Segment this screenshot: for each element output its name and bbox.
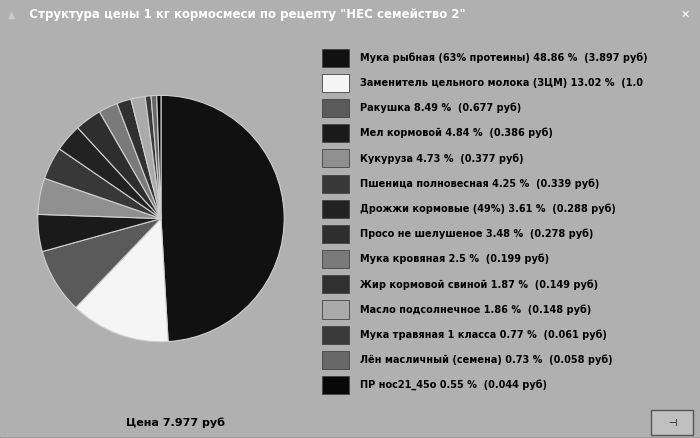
Bar <box>322 325 349 344</box>
Bar <box>322 275 349 293</box>
Text: Пшеница полновесная 4.25 %  (0.339 руб): Пшеница полновесная 4.25 % (0.339 руб) <box>360 178 599 189</box>
Bar <box>322 74 349 92</box>
Text: Мука травяная 1 класса 0.77 %  (0.061 руб): Мука травяная 1 класса 0.77 % (0.061 руб… <box>360 329 607 340</box>
Text: ПР нос21_45о 0.55 %  (0.044 руб): ПР нос21_45о 0.55 % (0.044 руб) <box>360 380 547 390</box>
Text: Масло подсолнечное 1.86 %  (0.148 руб): Масло подсолнечное 1.86 % (0.148 руб) <box>360 304 592 315</box>
Text: ⊣: ⊣ <box>668 418 676 427</box>
Text: Мел кормовой 4.84 %  (0.386 руб): Мел кормовой 4.84 % (0.386 руб) <box>360 128 553 138</box>
Text: Просо не шелушеное 3.48 %  (0.278 руб): Просо не шелушеное 3.48 % (0.278 руб) <box>360 229 594 239</box>
Wedge shape <box>157 95 161 219</box>
Wedge shape <box>38 178 161 219</box>
Wedge shape <box>131 96 161 219</box>
Bar <box>322 225 349 243</box>
Bar <box>322 376 349 394</box>
Wedge shape <box>161 95 284 342</box>
Bar <box>322 351 349 369</box>
Wedge shape <box>99 103 161 219</box>
Wedge shape <box>151 95 161 219</box>
Wedge shape <box>38 214 161 251</box>
Text: Лён масличный (семена) 0.73 %  (0.058 руб): Лён масличный (семена) 0.73 % (0.058 руб… <box>360 355 612 365</box>
Text: Мука кровяная 2.5 %  (0.199 руб): Мука кровяная 2.5 % (0.199 руб) <box>360 254 550 265</box>
Bar <box>651 410 693 435</box>
Text: ▲: ▲ <box>8 10 16 20</box>
Wedge shape <box>45 149 161 219</box>
Wedge shape <box>78 112 161 219</box>
Bar <box>322 200 349 218</box>
Wedge shape <box>117 99 161 219</box>
Wedge shape <box>145 96 161 219</box>
Bar <box>322 300 349 318</box>
Wedge shape <box>42 219 161 307</box>
Text: Ракушка 8.49 %  (0.677 руб): Ракушка 8.49 % (0.677 руб) <box>360 103 522 113</box>
Bar <box>322 99 349 117</box>
Text: Фиг. 7: Фиг. 7 <box>318 437 382 438</box>
Bar <box>322 174 349 193</box>
Wedge shape <box>60 128 161 219</box>
Text: Жир кормовой свиной 1.87 %  (0.149 руб): Жир кормовой свиной 1.87 % (0.149 руб) <box>360 279 598 290</box>
Text: Мука рыбная (63% протеины) 48.86 %  (3.897 руб): Мука рыбная (63% протеины) 48.86 % (3.89… <box>360 53 648 63</box>
Bar <box>322 49 349 67</box>
Text: ✕: ✕ <box>680 10 690 20</box>
Bar <box>322 124 349 142</box>
Wedge shape <box>76 219 168 342</box>
Text: Кукуруза 4.73 %  (0.377 руб): Кукуруза 4.73 % (0.377 руб) <box>360 153 524 164</box>
Text: Заменитель цельного молока (ЗЦМ) 13.02 %  (1.0: Заменитель цельного молока (ЗЦМ) 13.02 %… <box>360 78 643 88</box>
Text: Дрожжи кормовые (49%) 3.61 %  (0.288 руб): Дрожжи кормовые (49%) 3.61 % (0.288 руб) <box>360 204 616 214</box>
Text: Цена 7.977 руб: Цена 7.977 руб <box>126 417 225 428</box>
Text: Структура цены 1 кг кормосмеси по рецепту "НЕС семейство 2": Структура цены 1 кг кормосмеси по рецепт… <box>21 8 466 21</box>
Bar <box>322 250 349 268</box>
Bar <box>322 149 349 167</box>
